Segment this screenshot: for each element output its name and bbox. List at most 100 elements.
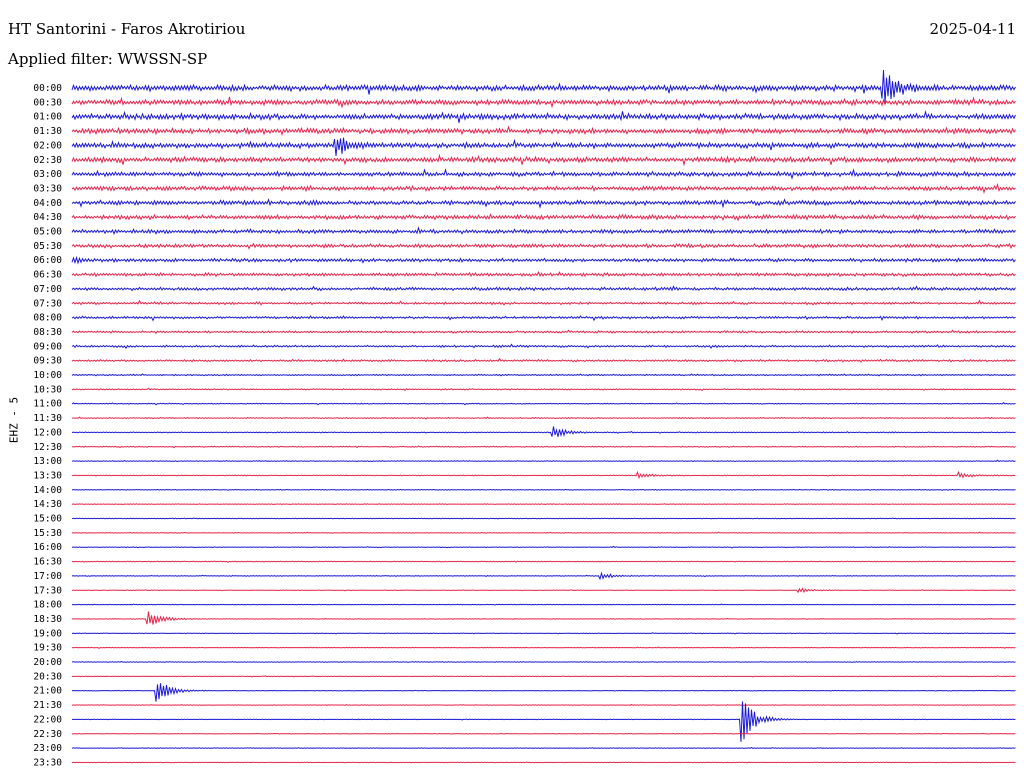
seismic-trace-row — [71, 587, 1016, 594]
row-time-label: 08:00 — [33, 313, 62, 324]
row-time-label: 22:00 — [33, 714, 62, 725]
row-time-label: 19:30 — [33, 643, 62, 654]
row-time-label: 03:00 — [33, 169, 62, 180]
seismic-trace-row — [71, 675, 1016, 678]
seismic-trace-row — [71, 168, 1016, 180]
row-time-label: 01:30 — [33, 126, 62, 137]
row-time-label: 09:30 — [33, 356, 62, 367]
row-time-label: 12:00 — [33, 427, 62, 438]
row-time-label: 05:00 — [33, 227, 62, 238]
row-time-label: 18:30 — [33, 614, 62, 625]
seismic-trace-row — [71, 517, 1016, 520]
row-time-label: 07:00 — [33, 284, 62, 295]
seismic-trace-row — [71, 747, 1016, 749]
seismic-trace-row — [71, 329, 1016, 335]
row-time-label: 04:30 — [33, 212, 62, 223]
seismic-trace-row — [71, 660, 1016, 663]
seismic-trace-row — [71, 153, 1016, 167]
row-time-label: 23:30 — [33, 757, 62, 768]
seismic-trace-row — [71, 125, 1016, 136]
seismic-trace-row — [71, 488, 1016, 491]
seismic-trace-row — [71, 110, 1016, 123]
row-time-label: 08:30 — [33, 327, 62, 338]
seismic-trace-row — [71, 459, 1016, 463]
row-time-label: 17:30 — [33, 585, 62, 596]
row-time-label: 11:00 — [33, 399, 62, 410]
date-label: 2025-04-11 — [929, 20, 1016, 38]
seismic-trace-row — [71, 732, 1016, 735]
row-time-label: 21:30 — [33, 700, 62, 711]
seismic-trace-row — [71, 343, 1016, 350]
seismic-trace-row — [71, 285, 1016, 292]
seismic-trace-row — [71, 96, 1016, 109]
row-time-label: 07:30 — [33, 298, 62, 309]
station-title: HT Santorini - Faros Akrotiriou — [8, 20, 246, 38]
seismic-trace-row — [71, 315, 1016, 322]
row-time-label: 16:00 — [33, 542, 62, 553]
seismic-trace-row — [71, 242, 1016, 250]
row-time-label: 00:30 — [33, 97, 62, 108]
seismic-trace-row — [71, 182, 1016, 194]
row-time-label: 15:00 — [33, 514, 62, 525]
filter-label: Applied filter: WWSSN-SP — [8, 50, 208, 68]
seismic-trace-row — [71, 470, 1016, 480]
seismic-trace-row — [71, 357, 1016, 363]
row-time-label: 09:00 — [33, 341, 62, 352]
seismic-trace-row — [71, 69, 1016, 104]
row-time-label: 19:00 — [33, 628, 62, 639]
row-time-label: 10:00 — [33, 370, 62, 381]
seismic-trace-row — [71, 603, 1016, 606]
row-time-label: 13:30 — [33, 470, 62, 481]
row-time-label: 16:30 — [33, 557, 62, 568]
row-time-label: 05:30 — [33, 241, 62, 252]
row-time-label: 20:00 — [33, 657, 62, 668]
seismic-trace-row — [71, 703, 1016, 706]
row-time-label: 14:00 — [33, 485, 62, 496]
row-time-label: 14:30 — [33, 499, 62, 510]
seismic-trace-row — [71, 373, 1016, 377]
seismic-trace-row — [71, 299, 1016, 306]
seismic-trace-row — [71, 387, 1016, 392]
row-time-label: 12:30 — [33, 442, 62, 453]
row-time-label: 21:00 — [33, 686, 62, 697]
seismic-trace-row — [71, 255, 1016, 265]
seismic-trace-row — [71, 270, 1016, 278]
seismic-trace-row — [71, 683, 1016, 702]
row-time-label: 17:00 — [33, 571, 62, 582]
row-time-label: 02:00 — [33, 140, 62, 151]
seismic-trace-row — [71, 646, 1016, 649]
row-time-label: 15:30 — [33, 528, 62, 539]
row-time-label: 11:30 — [33, 413, 62, 424]
row-time-label: 22:30 — [33, 729, 62, 740]
seismic-trace-row — [71, 701, 1016, 742]
seismic-trace-row — [71, 213, 1016, 222]
seismic-trace-row — [71, 445, 1016, 449]
seismic-trace-row — [71, 402, 1016, 406]
seismic-trace-row — [71, 632, 1016, 635]
row-time-label: 00:00 — [33, 83, 62, 94]
seismic-trace-row — [71, 198, 1016, 209]
seismic-trace-row — [71, 560, 1016, 563]
row-time-label: 10:30 — [33, 384, 62, 395]
seismic-trace-row — [71, 137, 1016, 156]
seismic-trace-row — [71, 761, 1016, 764]
row-time-label: 20:30 — [33, 671, 62, 682]
row-time-label: 04:00 — [33, 198, 62, 209]
row-time-label: 02:30 — [33, 155, 62, 166]
row-time-label: 06:30 — [33, 270, 62, 281]
seismic-trace-row — [71, 571, 1016, 581]
seismic-trace-row — [71, 545, 1016, 549]
row-time-label: 03:30 — [33, 183, 62, 194]
row-time-label: 06:00 — [33, 255, 62, 266]
row-time-label: 13:00 — [33, 456, 62, 467]
seismic-trace-row — [71, 503, 1016, 506]
seismic-trace-row — [71, 426, 1016, 438]
seismic-trace-row — [71, 531, 1016, 534]
seismic-trace-row — [71, 611, 1016, 625]
seismic-trace-row — [71, 226, 1016, 236]
row-time-label: 23:00 — [33, 743, 62, 754]
seismic-trace-row — [71, 416, 1016, 420]
row-time-label: 01:00 — [33, 112, 62, 123]
row-time-label: 18:00 — [33, 600, 62, 611]
